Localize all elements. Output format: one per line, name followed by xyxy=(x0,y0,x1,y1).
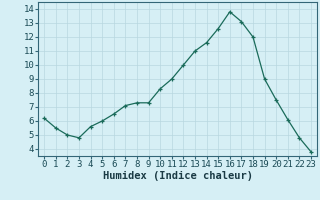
X-axis label: Humidex (Indice chaleur): Humidex (Indice chaleur) xyxy=(103,171,252,181)
